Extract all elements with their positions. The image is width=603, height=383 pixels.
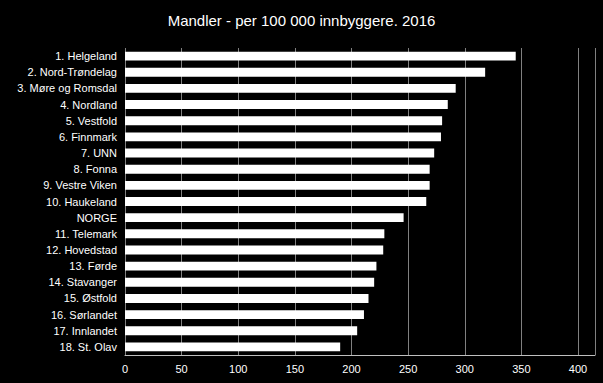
svg-text:3. Møre og Romsdal: 3. Møre og Romsdal — [17, 82, 117, 94]
svg-text:11. Telemark: 11. Telemark — [55, 228, 117, 240]
svg-text:400: 400 — [569, 363, 587, 375]
svg-text:250: 250 — [399, 363, 417, 375]
svg-text:9. Vestre Viken: 9. Vestre Viken — [43, 179, 117, 191]
svg-text:150: 150 — [286, 363, 304, 375]
svg-text:2. Nord-Trøndelag: 2. Nord-Trøndelag — [28, 66, 117, 78]
svg-text:350: 350 — [512, 363, 530, 375]
svg-text:16. Sørlandet: 16. Sørlandet — [51, 309, 117, 321]
svg-text:17. Innlandet: 17. Innlandet — [53, 325, 117, 337]
svg-text:Mandler - per 100 000 innbygge: Mandler - per 100 000 innbyggere. 2016 — [168, 12, 436, 29]
svg-text:NORGE: NORGE — [77, 212, 117, 224]
svg-text:14. Stavanger: 14. Stavanger — [49, 276, 118, 288]
svg-text:4. Nordland: 4. Nordland — [60, 99, 117, 111]
svg-text:300: 300 — [456, 363, 474, 375]
svg-text:7. UNN: 7. UNN — [81, 147, 117, 159]
svg-text:15. Østfold: 15. Østfold — [64, 292, 117, 304]
svg-text:200: 200 — [342, 363, 360, 375]
svg-text:10. Haukeland: 10. Haukeland — [46, 196, 117, 208]
svg-text:12. Hovedstad: 12. Hovedstad — [46, 244, 117, 256]
svg-text:8. Fonna: 8. Fonna — [74, 163, 118, 175]
svg-text:5. Vestfold: 5. Vestfold — [66, 115, 117, 127]
svg-text:18. St. Olav: 18. St. Olav — [60, 341, 118, 353]
svg-text:100: 100 — [229, 363, 247, 375]
svg-text:6. Finnmark: 6. Finnmark — [59, 131, 118, 143]
svg-text:0: 0 — [122, 363, 128, 375]
svg-text:13. Førde: 13. Førde — [69, 260, 117, 272]
svg-text:50: 50 — [176, 363, 188, 375]
svg-text:1. Helgeland: 1. Helgeland — [55, 50, 117, 62]
